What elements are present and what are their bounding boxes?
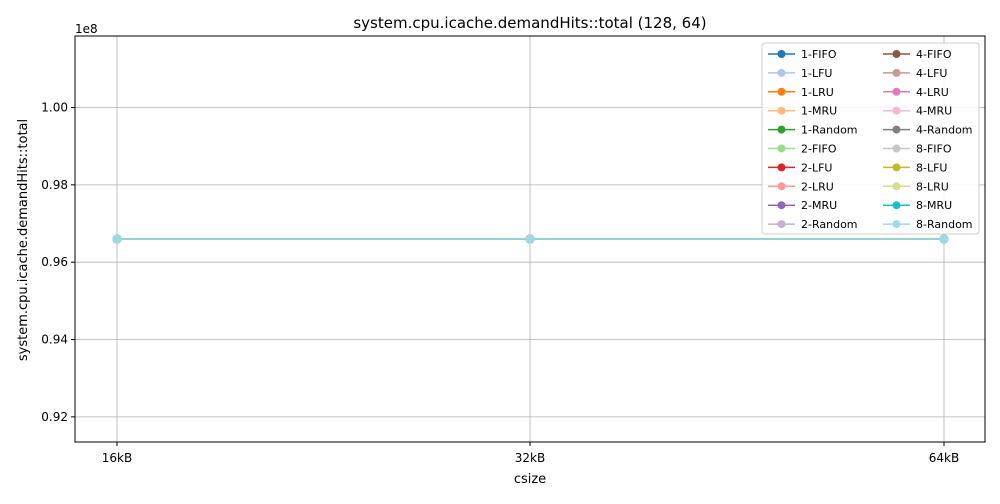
legend-marker (777, 87, 786, 96)
legend-marker (777, 220, 786, 229)
legend-marker (892, 87, 901, 96)
legend-marker (892, 144, 901, 153)
legend-label: 4-Random (916, 124, 973, 137)
axes: 0.92 0.94 0.96 0.98 1.00 16kB 32kB 64kB (41, 101, 959, 465)
y-tick-label: 0.96 (41, 255, 68, 269)
legend-marker (777, 68, 786, 77)
legend-label: 2-LFU (801, 161, 832, 174)
legend-item: 2-LFU (768, 161, 832, 174)
legend-label: 2-FIFO (801, 143, 837, 156)
series-8-random (112, 234, 949, 244)
series-layer (112, 234, 949, 244)
legend-label: 4-LRU (916, 86, 949, 99)
legend-label: 1-Random (801, 124, 858, 137)
legend-box (761, 42, 980, 235)
legend-marker (892, 106, 901, 115)
legend-label: 1-LFU (801, 67, 832, 80)
legend-marker (892, 201, 901, 210)
legend-label: 4-MRU (916, 105, 952, 118)
legend-marker (777, 182, 786, 191)
legend-item: 2-Random (768, 218, 858, 231)
legend-marker (777, 106, 786, 115)
data-point (112, 234, 122, 244)
chart-title: system.cpu.icache.demandHits::total (128… (353, 14, 706, 32)
legend-label: 8-FIFO (916, 143, 952, 156)
legend-label: 4-LFU (916, 67, 947, 80)
legend-label: 1-FIFO (801, 48, 837, 61)
legend-label: 2-Random (801, 218, 858, 231)
legend-marker (892, 50, 901, 58)
legend-item: 2-LRU (768, 180, 834, 193)
legend-item: 1-FIFO (768, 48, 837, 61)
legend-item: 8-LFU (883, 161, 947, 174)
x-tick-label: 16kB (102, 451, 132, 465)
legend-marker (892, 163, 901, 172)
legend-marker (777, 144, 786, 153)
legend-item: 8-MRU (883, 199, 952, 212)
legend-item: 4-LRU (883, 86, 949, 99)
legend-item: 8-FIFO (883, 143, 952, 156)
y-axis-offset-label: 1e8 (75, 22, 98, 36)
legend-item: 4-LFU (883, 67, 947, 80)
legend-item: 2-MRU (768, 199, 837, 212)
legend-marker (892, 182, 901, 191)
legend-label: 8-LRU (916, 180, 949, 193)
data-point (525, 234, 535, 244)
data-point (939, 234, 949, 244)
legend-marker (892, 125, 901, 134)
legend-label: 1-MRU (801, 105, 837, 118)
legend-label: 8-MRU (916, 199, 952, 212)
legend-label: 8-LFU (916, 161, 947, 174)
legend-label: 8-Random (916, 218, 973, 231)
legend-item: 1-LRU (768, 86, 834, 99)
legend-item: 4-FIFO (883, 48, 952, 61)
legend-item: 4-MRU (883, 105, 952, 118)
legend-marker (892, 68, 901, 77)
legend-label: 2-MRU (801, 199, 837, 212)
legend-label: 2-LRU (801, 180, 834, 193)
legend-item: 8-Random (883, 218, 973, 231)
y-tick-label: 0.94 (41, 333, 68, 347)
legend-label: 1-LRU (801, 86, 834, 99)
legend-item: 8-LRU (883, 180, 949, 193)
y-axis-label: system.cpu.icache.demandHits::total (16, 119, 31, 361)
x-tick-label: 32kB (515, 451, 545, 465)
legend-item: 4-Random (883, 124, 973, 137)
legend-marker (777, 125, 786, 134)
x-axis-label: csize (514, 472, 546, 487)
x-tick-label: 64kB (929, 451, 959, 465)
y-tick-label: 0.92 (41, 410, 68, 424)
legend-label: 4-FIFO (916, 48, 952, 61)
y-tick-label: 1.00 (41, 101, 68, 115)
legend-item: 1-LFU (768, 67, 832, 80)
y-tick-label: 0.98 (41, 178, 68, 192)
legend-item: 2-FIFO (768, 143, 837, 156)
legend-item: 1-MRU (768, 105, 837, 118)
legend-marker (777, 163, 786, 172)
legend: 1-FIFO 1-LFU 1-LRU 1-MRU 1-Random 2-FIFO 2-LFU… (761, 42, 980, 235)
legend-item: 1-Random (768, 124, 858, 137)
legend-marker (777, 50, 786, 58)
legend-marker (777, 201, 786, 210)
legend-marker (892, 220, 901, 229)
